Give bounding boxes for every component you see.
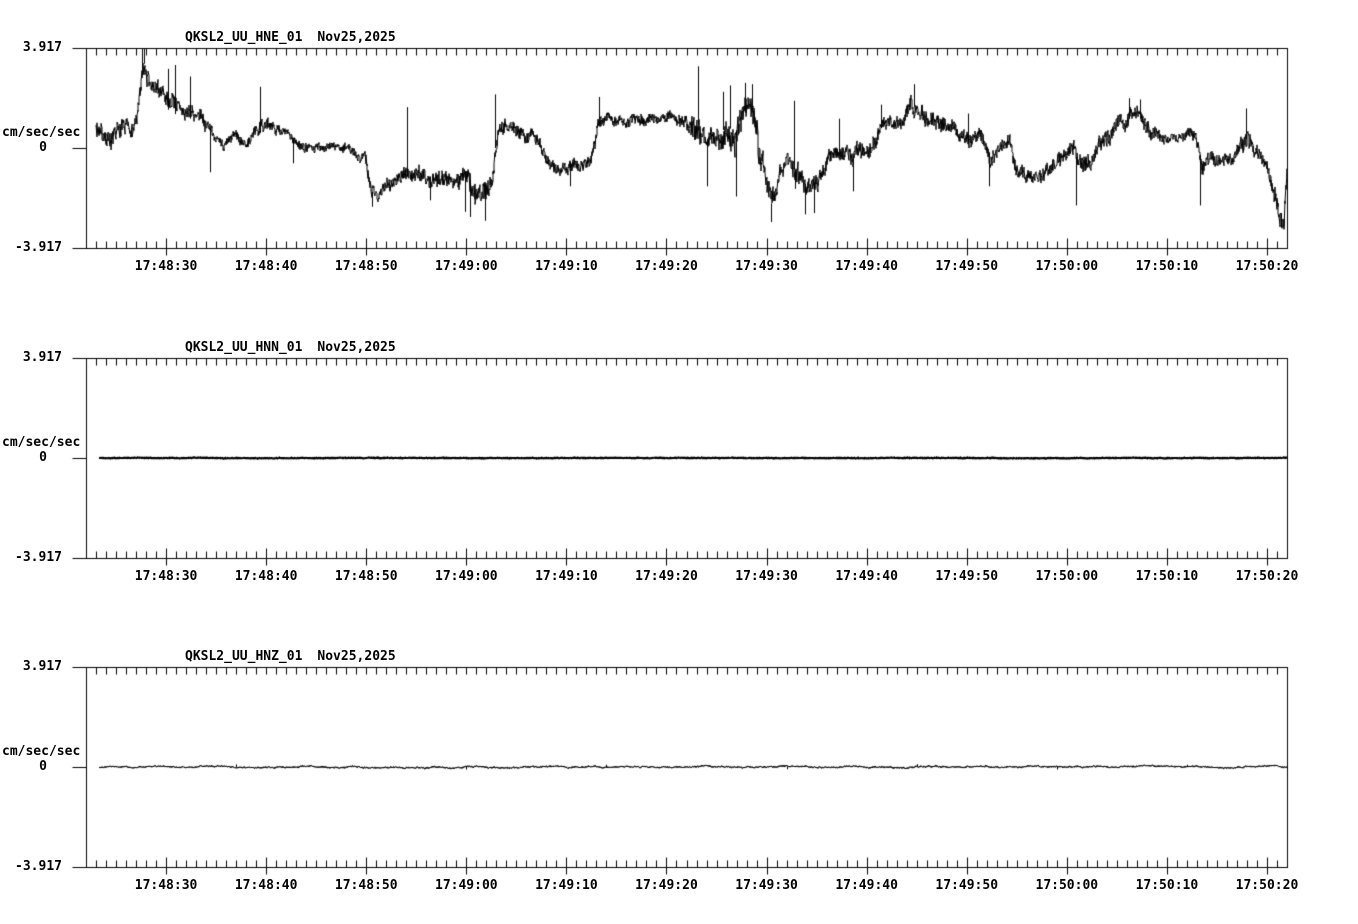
x-tick-label: 17:49:20 <box>635 569 698 584</box>
x-tick-label: 17:49:10 <box>535 569 598 584</box>
waveform-canvas-hnz <box>0 639 1358 919</box>
seismogram-panel-hnn: QKSL2_UU_HNN_01 Nov25,2025 3.917 cm/sec/s… <box>0 330 1358 610</box>
x-tick-label: 17:50:20 <box>1235 259 1299 274</box>
seismogram-panel-hne: QKSL2_UU_HNE_01 Nov25,2025 3.917 cm/sec/s… <box>0 20 1358 300</box>
station-label: QKSL2_UU_HNE_01 <box>185 30 303 45</box>
y-max-label: 3.917 <box>22 40 62 55</box>
waveform-canvas-hne <box>0 20 1358 300</box>
station-label: QKSL2_UU_HNZ_01 <box>185 649 303 664</box>
x-tick-label: 17:50:10 <box>1135 569 1199 584</box>
seismogram-panel-hnz: QKSL2_UU_HNZ_01 Nov25,2025 3.917 cm/sec/s… <box>0 639 1358 919</box>
x-tick-label: 17:50:00 <box>1035 878 1099 893</box>
x-tick-label: 17:49:20 <box>635 878 698 893</box>
chart-title: QKSL2_UU_HNN_01 Nov25,2025 <box>185 341 396 355</box>
x-tick-label: 17:48:40 <box>234 259 298 274</box>
x-tick-label: 17:49:30 <box>735 878 798 893</box>
y-units-label: cm/sec/sec <box>2 744 81 759</box>
x-tick-label: 17:50:00 <box>1035 259 1099 274</box>
x-tick-label: 17:49:50 <box>935 569 999 584</box>
x-tick-label: 17:49:10 <box>535 878 598 893</box>
x-tick-label: 17:49:00 <box>435 569 498 584</box>
date-label: Nov25,2025 <box>317 30 396 45</box>
x-tick-label: 17:50:20 <box>1235 569 1299 584</box>
y-max-label: 3.917 <box>22 350 62 365</box>
x-tick-label: 17:49:10 <box>535 259 598 274</box>
y-min-label: -3.917 <box>15 859 62 874</box>
x-tick-label: 17:48:40 <box>234 569 298 584</box>
date-label: Nov25,2025 <box>317 340 396 355</box>
x-tick-label: 17:49:30 <box>735 569 798 584</box>
x-tick-label: 17:50:10 <box>1135 878 1199 893</box>
x-tick-label: 17:50:20 <box>1235 878 1299 893</box>
x-tick-label: 17:48:30 <box>134 569 198 584</box>
y-min-label: -3.917 <box>15 240 62 255</box>
x-tick-label: 17:48:30 <box>134 259 198 274</box>
y-zero-label: 0 <box>39 759 47 774</box>
station-label: QKSL2_UU_HNN_01 <box>185 340 303 355</box>
x-tick-label: 17:49:40 <box>835 569 898 584</box>
x-tick-label: 17:48:40 <box>234 878 298 893</box>
waveform-canvas-hnn <box>0 330 1358 610</box>
chart-title: QKSL2_UU_HNZ_01 Nov25,2025 <box>185 650 396 664</box>
chart-title: QKSL2_UU_HNE_01 Nov25,2025 <box>185 31 396 45</box>
x-tick-label: 17:49:50 <box>935 878 999 893</box>
x-tick-label: 17:48:50 <box>334 878 398 893</box>
x-tick-label: 17:48:50 <box>334 569 398 584</box>
y-zero-label: 0 <box>39 450 47 465</box>
y-units-label: cm/sec/sec <box>2 435 81 450</box>
y-max-label: 3.917 <box>22 659 62 674</box>
date-label: Nov25,2025 <box>317 649 396 664</box>
x-tick-label: 17:49:30 <box>735 259 798 274</box>
y-units-label: cm/sec/sec <box>2 125 81 140</box>
y-min-label: -3.917 <box>15 550 62 565</box>
x-tick-label: 17:49:00 <box>435 878 498 893</box>
x-tick-label: 17:49:00 <box>435 259 498 274</box>
x-tick-label: 17:49:50 <box>935 259 999 274</box>
y-zero-label: 0 <box>39 140 47 155</box>
x-tick-label: 17:48:30 <box>134 878 198 893</box>
x-tick-label: 17:50:10 <box>1135 259 1199 274</box>
x-tick-label: 17:49:40 <box>835 878 898 893</box>
x-tick-label: 17:48:50 <box>334 259 398 274</box>
x-tick-label: 17:49:40 <box>835 259 898 274</box>
x-tick-label: 17:49:20 <box>635 259 698 274</box>
x-tick-label: 17:50:00 <box>1035 569 1099 584</box>
